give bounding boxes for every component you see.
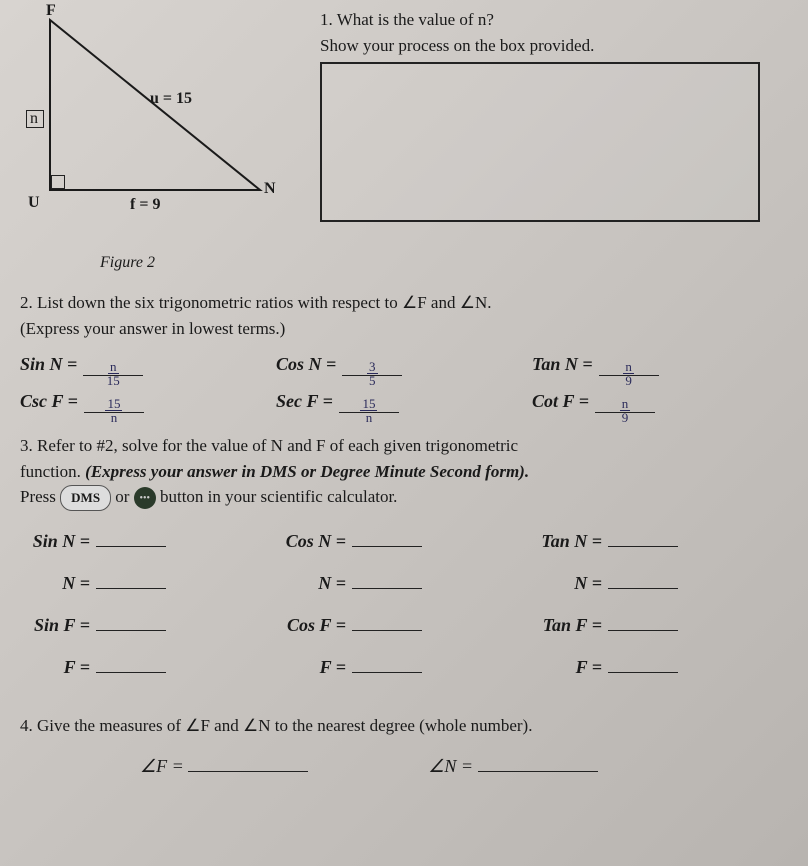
csc-f-blank[interactable]: 15n: [84, 391, 144, 413]
side-u-label: u = 15: [150, 90, 192, 108]
side-f-label: f = 9: [130, 196, 160, 214]
tan-n-cell: Tan N = n9: [532, 351, 788, 378]
q3-sinN-blank[interactable]: [96, 527, 166, 547]
q3-line3: Press DMS or ••• button in your scientif…: [20, 484, 788, 511]
sec-f-blank[interactable]: 15n: [339, 391, 399, 413]
q4-n-blank[interactable]: [478, 752, 598, 772]
q3-tanF: Tan F =: [532, 612, 602, 639]
tan-n-blank[interactable]: n9: [599, 354, 659, 376]
q3-tanN: Tan N =: [532, 528, 602, 555]
sec-f-label: Sec F =: [276, 388, 333, 415]
q2-intro2: (Express your answer in lowest terms.): [20, 316, 788, 342]
csc-f-label: Csc F =: [20, 388, 78, 415]
cos-n-cell: Cos N = 35: [276, 351, 532, 378]
q3-sinN: Sin N =: [20, 528, 90, 555]
q3-f2: F =: [276, 654, 346, 681]
q3-cosF: Cos F =: [276, 612, 346, 639]
q3-cosF-blank[interactable]: [352, 611, 422, 631]
figure-2-triangle: F U N n u = 15 f = 9: [20, 10, 300, 250]
q3-n3: N =: [532, 570, 602, 597]
q3-n2: N =: [276, 570, 346, 597]
dms-button: DMS: [60, 485, 111, 511]
side-n-label: n: [30, 110, 38, 128]
q3-n1-blank[interactable]: [96, 569, 166, 589]
q1-line1: 1. What is the value of n?: [320, 10, 788, 30]
right-angle-marker: [51, 175, 65, 189]
q4-f-blank[interactable]: [188, 752, 308, 772]
q3-line2-em: (Express your answer in DMS or Degree Mi…: [85, 462, 529, 481]
q2-intro1: 2. List down the six trigonometric ratio…: [20, 290, 788, 316]
q3-f3-blank[interactable]: [608, 653, 678, 673]
q3-f2-blank[interactable]: [352, 653, 422, 673]
q3-line2: function. (Express your answer in DMS or…: [20, 459, 788, 485]
q1-answer-box[interactable]: [320, 62, 760, 222]
sec-f-cell: Sec F = 15n: [276, 388, 532, 415]
sin-n-label: Sin N =: [20, 351, 77, 378]
q3-sinF-blank[interactable]: [96, 611, 166, 631]
q3-sinF: Sin F =: [20, 612, 90, 639]
q3-n1: N =: [20, 570, 90, 597]
q4-angle-f: ∠F =: [140, 752, 308, 780]
q3-n2-blank[interactable]: [352, 569, 422, 589]
tan-n-label: Tan N =: [532, 351, 593, 378]
q3-cosN-blank[interactable]: [352, 527, 422, 547]
q3-f3: F =: [532, 654, 602, 681]
q3-f1-blank[interactable]: [96, 653, 166, 673]
q3-n3-blank[interactable]: [608, 569, 678, 589]
q1-line2: Show your process on the box provided.: [320, 36, 788, 56]
figure-caption: Figure 2: [100, 254, 788, 272]
q3-f1: F =: [20, 654, 90, 681]
q4-text: 4. Give the measures of ∠F and ∠N to the…: [20, 713, 788, 739]
cot-f-cell: Cot F = n9: [532, 388, 788, 415]
csc-f-cell: Csc F = 15n: [20, 388, 276, 415]
vertex-f: F: [46, 2, 56, 20]
cos-n-label: Cos N =: [276, 351, 336, 378]
q4-angle-n: ∠N =: [428, 752, 597, 780]
cos-n-blank[interactable]: 35: [342, 354, 402, 376]
cot-f-blank[interactable]: n9: [595, 391, 655, 413]
q3-tanF-blank[interactable]: [608, 611, 678, 631]
vertex-u: U: [28, 194, 40, 212]
vertex-n: N: [264, 180, 276, 198]
q3-cosN: Cos N =: [276, 528, 346, 555]
calc-circle-button: •••: [134, 487, 156, 509]
cot-f-label: Cot F =: [532, 388, 589, 415]
q3-tanN-blank[interactable]: [608, 527, 678, 547]
sin-n-cell: Sin N = n15: [20, 351, 276, 378]
q3-line1: 3. Refer to #2, solve for the value of N…: [20, 433, 788, 459]
sin-n-blank[interactable]: n15: [83, 354, 143, 376]
